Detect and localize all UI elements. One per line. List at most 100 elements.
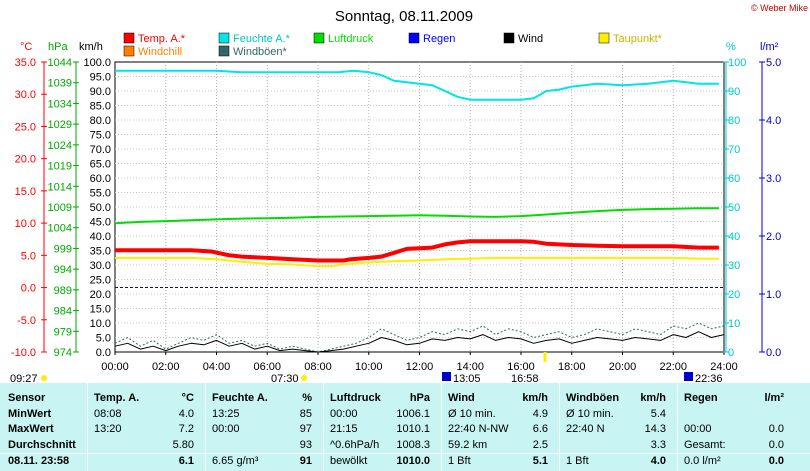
tick-wind: 35.0 [90,246,111,258]
chart-legend: Temp. A.* Feuchte A.* Luftdruck Regen Wind Ta… [123,32,663,58]
table-cell-label: 13:20 [94,423,122,435]
tick-temp: 30.0 [15,89,36,101]
table-unit: % [302,392,312,404]
tick-humidity: 30 [728,260,740,272]
x-tick-label: 00:00 [101,361,129,373]
tick-wind: 25.0 [90,275,111,287]
table-cell-value: 6.6 [532,423,548,435]
table-footer-value: 6.1 [178,455,194,467]
legend-label: Windböen* [233,46,288,58]
tick-wind: 100.0 [83,57,111,69]
tick-rain: 5.0 [766,57,781,69]
tick-wind: 10.0 [90,318,111,330]
table-unit: °C [181,392,194,404]
x-tick-label: 24:00 [710,361,738,373]
table-footer-label: 1 Bft [448,455,471,467]
table-cell-value: 7.2 [178,423,194,435]
marker-dot [301,375,307,381]
tick-pressure: 1004 [48,223,72,235]
x-tick-label: 06:00 [253,361,281,373]
marker-flag [684,372,693,381]
table-cell-label: 00:00 [330,408,358,420]
tick-rain: 3.0 [766,173,781,185]
table-cell-value: 0.0 [768,423,784,435]
legend-swatch [123,45,135,57]
tick-wind: 15.0 [90,304,111,316]
legend-swatch [218,45,230,57]
x-tick-label: 16:00 [507,361,535,373]
table-column-divider [323,383,324,471]
tick-wind: 55.0 [90,188,111,200]
tick-pressure: 999 [54,243,72,255]
legend-label: Feuchte A.* [233,33,291,45]
tick-humidity: 0 [728,347,734,359]
legend-swatch [503,32,515,44]
tick-pressure: 1029 [48,119,72,131]
table-cell-value: 4.0 [178,408,194,420]
tick-temp: -10.0 [11,347,36,359]
tick-wind: 85.0 [90,101,111,113]
x-tick-label: 02:00 [152,361,180,373]
table-footer-label: 0.0 l/m² [684,455,721,467]
table-footer-label: 6.65 g/m³ [212,455,259,467]
legend-swatch [123,32,135,44]
table-cell-value: 0.0 [768,439,784,451]
x-tick-label: 18:00 [558,361,586,373]
table-cell-value: 1006.1 [396,408,430,420]
x-tick-label: 12:00 [406,361,434,373]
tick-temp: 5.0 [21,250,36,262]
x-tick-label: 22:00 [659,361,687,373]
table-cell-value: 1010.1 [396,423,430,435]
time-markers: 09:27 07:30 13:05 16:58 22:36 [10,352,723,383]
tick-pressure: 1019 [48,161,72,173]
table-unit: km/h [522,392,548,404]
tick-temp: 0.0 [21,283,36,295]
table-footer-value: 91 [299,455,312,467]
unit-rain: l/m² [760,41,779,53]
series-line-tempa [115,239,719,263]
marker-dot [41,375,47,381]
tick-rain: 4.0 [766,115,781,127]
tick-temp: 15.0 [15,186,36,198]
marker-b2: 16:58 [511,373,539,383]
series-line-luftdruck [114,207,719,225]
statistics-table: Sensor MinWert MaxWert Durchschnitt 08.11. 2… [0,383,810,471]
tick-humidity: 80 [728,115,740,127]
tick-wind: 80.0 [90,115,111,127]
table-column-divider [559,383,560,471]
marker-left: 09:27 [10,373,38,383]
table-cell-label: 00:00 [684,423,712,435]
copyright-label: © Weber Mike [751,3,808,13]
table-header: Luftdruck [330,392,381,404]
unit-humidity: % [726,41,736,53]
chart-series [114,69,725,353]
table-cell-label: Gesamt: [684,439,726,451]
table-cell-value: 14.3 [644,423,666,435]
table-cell-label: 22:40 N-NW [448,423,509,435]
legend-label: Taupunkt* [613,33,663,45]
legend-label: Luftdruck [328,33,374,45]
table-cell-value: 2.5 [532,439,548,451]
x-tick-label: 10:00 [355,361,383,373]
tick-wind: 30.0 [90,260,111,272]
legend-label: Regen [423,33,455,45]
x-tick-label: 04:00 [203,361,231,373]
table-footer-label: 1 Bft [566,455,589,467]
tick-wind: 45.0 [90,217,111,229]
marker-b3: 22:36 [695,373,723,383]
tick-pressure: 984 [54,306,72,318]
table-cell-label: 22:40 N [566,423,605,435]
marker-mid: 07:30 [271,373,299,383]
x-tick-label: 20:00 [609,361,637,373]
row-label: Durchschnitt [8,439,76,451]
table-cell-label: 00:00 [212,423,240,435]
axes: 35.0 30.0 25.0 20.0 15.0 10.0 5.0 0.0 -5.0 -10.0 1… [11,57,781,359]
tick-pressure: 994 [54,264,72,276]
legend-swatch [598,32,610,44]
marker-b1: 13:05 [453,373,481,383]
x-tick-label: 14:00 [456,361,484,373]
legend-swatch [313,32,325,44]
tick-temp: 10.0 [15,218,36,230]
table-header: Temp. A. [94,392,140,404]
table-cell-value: 3.3 [650,439,666,451]
